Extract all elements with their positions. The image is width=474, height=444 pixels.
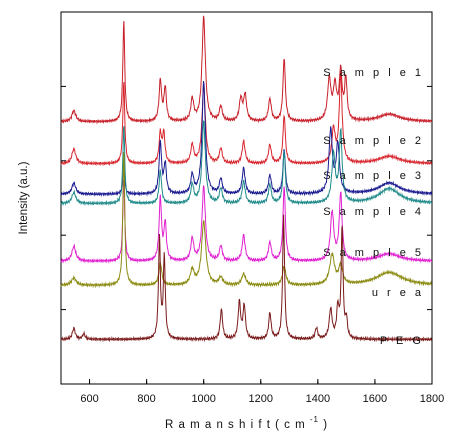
series-label: S a m p l e 4 bbox=[323, 206, 424, 218]
series-label: S a m p l e 1 bbox=[323, 67, 424, 79]
series-label: S a m p l e 3 bbox=[323, 170, 424, 182]
x-tick-layer: 600 800 1000 1200 1400 1600 1800 bbox=[61, 85, 444, 405]
x-tick-label: 1800 bbox=[420, 393, 444, 405]
series-line-6 bbox=[60, 214, 433, 343]
series-label: u r e a bbox=[372, 287, 424, 299]
plot-frame bbox=[60, 11, 433, 385]
x-axis-label: R a m a n s h i f t ( c m -1 ) bbox=[165, 413, 328, 431]
x-tick-label: 1000 bbox=[191, 393, 215, 405]
series-label: S a m p l e 2 bbox=[323, 135, 424, 147]
x-tick-label: 800 bbox=[137, 393, 155, 405]
x-axis-label-suffix: ) bbox=[323, 419, 328, 431]
x-axis-label-main: R a m a n s h i f t ( c m bbox=[165, 419, 306, 431]
x-tick-label: 1200 bbox=[249, 393, 273, 405]
series-label: S a m p l e 5 bbox=[323, 247, 424, 259]
series-line-3 bbox=[60, 120, 433, 207]
y-axis-label: Intensity (a.u.) bbox=[18, 161, 30, 234]
series-line-1 bbox=[60, 71, 433, 167]
x-tick-label: 1400 bbox=[306, 393, 330, 405]
series-label: P E G bbox=[380, 335, 424, 347]
series-line-0 bbox=[60, 15, 433, 125]
series-line-5 bbox=[60, 152, 433, 289]
series-layer bbox=[60, 15, 433, 343]
series-label-layer: S a m p l e 1 S a m p l e 2 S a m p l e 3 S… bbox=[323, 67, 424, 347]
x-tick-label: 600 bbox=[80, 393, 98, 405]
x-axis-label-superscript: -1 bbox=[310, 415, 319, 424]
x-tick-label: 1600 bbox=[363, 393, 387, 405]
